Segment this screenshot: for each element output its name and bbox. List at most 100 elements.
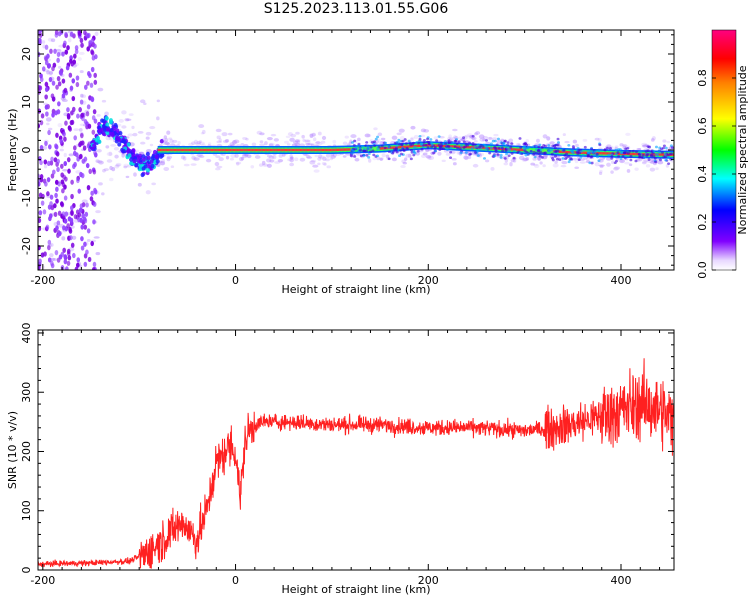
spectrogram-speckle [49, 48, 53, 54]
spectrogram-speckle [51, 112, 55, 118]
spectrogram-speckle [605, 156, 612, 161]
spectrogram-speckle [617, 148, 621, 151]
ridge-core [338, 148, 340, 151]
spectrogram-speckle [577, 158, 581, 162]
spectrogram-speckle [458, 147, 462, 151]
spectrogram-speckle [101, 131, 106, 136]
spectrogram-speckle [361, 144, 365, 148]
ridge-core [266, 148, 268, 152]
spectrogram-speckle [82, 216, 87, 222]
spectrogram-speckle [416, 149, 420, 153]
ridge-core [520, 148, 523, 152]
spectrogram-speckle [419, 143, 423, 146]
spectrogram-speckle [508, 148, 512, 151]
spectrogram-speckle [641, 142, 648, 147]
spectrogram-speckle [586, 157, 590, 162]
spectrogram-speckle [482, 136, 488, 139]
spectrogram-speckle [44, 181, 48, 187]
spectrogram-speckle [251, 142, 257, 147]
spectrogram-speckle [610, 155, 614, 158]
spectrogram-speckle [47, 257, 52, 263]
ridge-core [662, 153, 665, 156]
spectrogram-speckle [294, 157, 299, 162]
spectrogram-speckle [102, 169, 106, 173]
spectrogram-speckle [66, 260, 71, 266]
spectrogram-speckle [103, 168, 109, 172]
spectrogram-speckle [427, 142, 431, 146]
spectrogram-speckle [597, 159, 601, 163]
spectrogram-speckle [60, 251, 65, 257]
ridge-core [659, 153, 662, 156]
spectrogram-speckle [62, 174, 66, 180]
spectrogram-speckle [105, 145, 110, 149]
spectrogram-speckle [663, 153, 667, 156]
colorbar-tick-label: 0.6 [696, 117, 709, 135]
spectrogram-speckle [597, 149, 601, 153]
ridge-core [598, 151, 600, 155]
spectrogram-speckle [518, 151, 522, 155]
ridge-core [630, 152, 633, 156]
spectrogram-speckle [464, 156, 469, 161]
spectrogram-speckle [590, 147, 594, 151]
ridge-core [533, 149, 536, 152]
ridge-core [203, 148, 206, 152]
spectrogram-speckle [137, 182, 142, 187]
spectrogram-speckle [449, 156, 453, 160]
ridge-core [290, 148, 293, 152]
spectrogram-speckle [662, 139, 667, 143]
ridge-core [532, 149, 534, 152]
spectrogram-speckle [128, 113, 134, 117]
ridge-core [457, 145, 459, 148]
ridge-core [229, 148, 231, 152]
ridge-core [483, 146, 486, 150]
spectrogram-speckle [380, 137, 386, 141]
ridge-core [402, 145, 405, 149]
spectrogram-speckle [403, 138, 407, 141]
spectrogram-speckle [268, 142, 275, 147]
spectrogram-speckle [43, 164, 48, 169]
ridge-core [324, 148, 326, 152]
spectrogram-speckle [510, 142, 514, 145]
ridge-core [371, 147, 374, 150]
spectrogram-speckle [104, 116, 109, 121]
spectrogram-speckle [530, 162, 536, 166]
spectrogram-speckle [169, 139, 174, 144]
spectrogram-speckle [38, 217, 42, 224]
spectrogram-y-axis-label: Frequency (Hz) [6, 109, 19, 192]
ridge-core [184, 148, 186, 152]
spectrogram-speckle [150, 163, 155, 169]
ridge-core [582, 151, 584, 154]
spectrogram-speckle [312, 164, 319, 168]
colorbar-label: Normalized spectral amplitude [736, 65, 749, 234]
ridge-core [329, 148, 332, 152]
spectrogram-speckle [667, 162, 671, 165]
ridge-core [569, 151, 571, 154]
spectrogram-speckle [234, 153, 239, 158]
spectrogram-speckle [55, 132, 59, 138]
spectrogram-speckle [38, 108, 42, 114]
spectrogram-speckle [437, 151, 442, 156]
spectrogram-speckle [642, 144, 649, 148]
spectrogram-speckle [69, 85, 74, 91]
spectrogram-speckle [379, 157, 383, 161]
ridge-core [159, 148, 162, 152]
spectrogram-speckle [86, 228, 91, 234]
spectrogram-speckle [95, 251, 101, 256]
spectrogram-speckle [554, 150, 558, 153]
ridge-core [519, 148, 522, 151]
ridge-core [244, 148, 246, 152]
spectrogram-speckle [354, 146, 358, 149]
spectrogram-speckle [140, 141, 146, 145]
spectrogram-speckle [205, 158, 212, 163]
spectrogram-speckle [74, 48, 79, 55]
ridge-core [206, 148, 208, 152]
spectrogram-speckle [78, 154, 83, 160]
spectrogram-speckle [66, 45, 70, 51]
spectrogram-speckle [80, 133, 84, 139]
spectrogram-speckle [409, 157, 413, 161]
spectrogram-speckle [657, 149, 661, 153]
spectrogram-speckle [285, 135, 291, 139]
spectrogram-speckle [163, 166, 170, 171]
spectrogram-speckle [44, 104, 49, 110]
ridge-core [200, 148, 203, 152]
